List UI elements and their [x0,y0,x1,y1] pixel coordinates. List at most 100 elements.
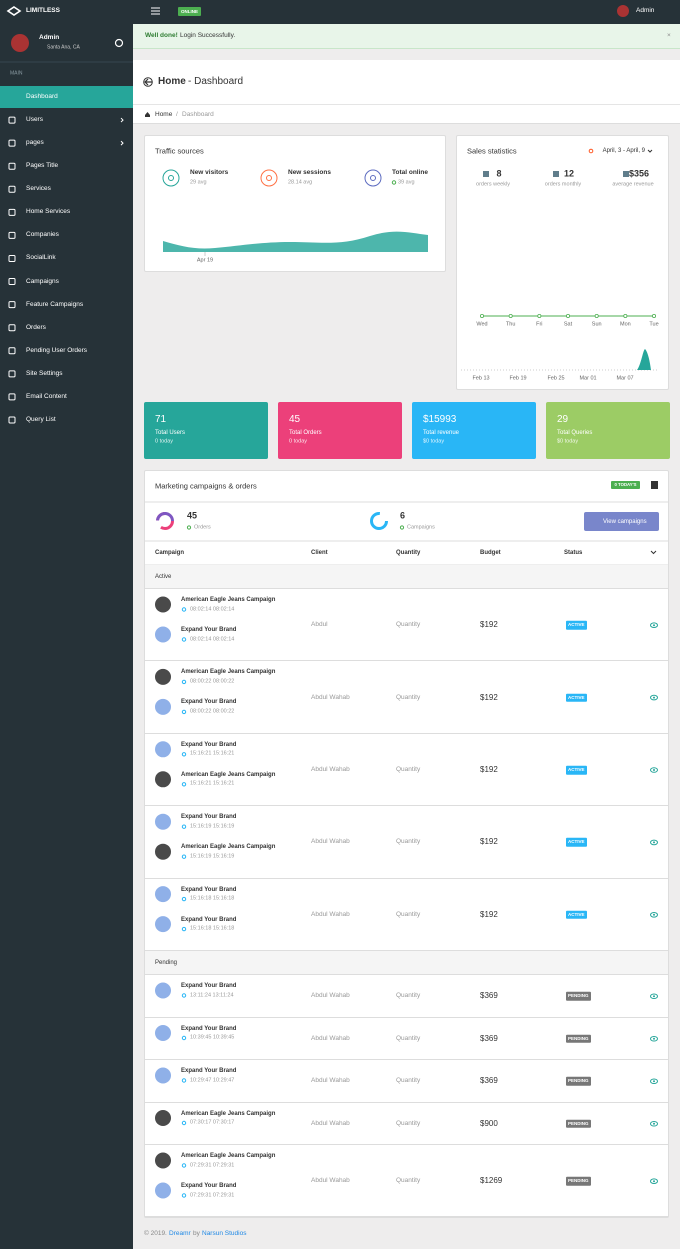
menu-icon [8,208,16,216]
view-icon[interactable] [650,622,658,629]
date-label: Mar 07 [616,375,634,382]
campaign-name: Expand Your Brand [181,916,237,923]
stat-icon [162,169,180,187]
status-badge [178,7,201,16]
menu-item[interactable]: Pages Title [26,161,59,169]
menu-icon [8,231,16,239]
menu-item[interactable]: Dashboard [26,92,58,100]
menu-item[interactable]: Services [26,185,51,193]
view-icon[interactable] [650,993,658,1000]
view-icon[interactable] [650,839,658,846]
tile-label: Total Queries [557,430,593,436]
day-label: Tue [649,321,659,328]
view-icon[interactable] [650,1035,658,1042]
view-icon[interactable] [650,1178,658,1184]
column-caret[interactable] [650,550,657,555]
button-label[interactable]: View campaigns [603,518,647,525]
campaign-avatar [155,843,171,860]
hamburger[interactable] [151,7,160,15]
view-icon-pupil [653,841,655,844]
footer-link[interactable]: Narsun Studios [202,1229,247,1237]
campaign-avatar [155,1152,171,1169]
budget: $192 [480,765,498,774]
menu-item[interactable]: pages [26,138,44,146]
quantity: Quantity [396,1119,421,1127]
campaign-time: 07:30:17 07:30:17 [190,1119,235,1126]
donut-campaigns [370,512,388,530]
campaign-time: 15:16:19 15:16:19 [190,852,235,859]
table-row [145,806,668,879]
view-icon-pupil [653,995,655,998]
campaign-avatar [155,1025,171,1041]
view-campaigns-button[interactable] [584,512,659,531]
alert-close[interactable]: × [667,31,671,39]
time-icon [181,709,187,715]
column-header: Quantity [396,550,421,556]
menu-icon [8,324,16,332]
status-badge: ACTIVE [566,620,587,630]
campaign-name: American Eagle Jeans Campaign [181,1110,276,1117]
menu-item[interactable]: Campaigns [26,277,59,285]
view-icon[interactable] [650,912,658,918]
stat-label: New sessions [288,168,331,176]
budget: $192 [480,620,498,630]
view-icon[interactable] [650,694,658,701]
settings-icon[interactable] [114,38,124,48]
menu-item[interactable]: Query List [26,415,56,423]
menu-icon [8,370,16,378]
submenu-arrow [120,117,124,123]
campaign-time: 08:02:14 08:02:14 [190,635,235,642]
stat-tile [546,402,670,459]
client: Abdul Wahab [311,838,350,846]
view-icon[interactable] [650,767,658,773]
menu-icon [8,162,16,170]
status-badge: ACTIVE [566,910,587,920]
sales-stat-value: 12 [563,168,575,179]
campaign-name: American Eagle Jeans Campaign [181,597,276,603]
menu-item[interactable]: Pending User Orders [26,346,88,354]
menu-item[interactable]: Feature Campaigns [26,300,84,308]
summary-label: Orders [194,523,211,530]
menu-item[interactable]: SocialLink [26,254,56,262]
view-icon[interactable] [650,1078,658,1085]
page-title: Home [158,76,186,87]
menu-item[interactable]: Email Content [26,392,67,400]
menu-item[interactable]: Site Settings [26,369,63,377]
menu-item[interactable]: Orders [26,323,46,331]
budget: $192 [480,909,498,919]
line-point [479,313,484,318]
alert-text: Login Successfully. [180,31,236,39]
campaign-name: Expand Your Brand [181,1025,237,1032]
tile-sub: 0 today [155,438,174,445]
page-subtitle: - Dashboard [188,76,244,87]
menu-item[interactable]: Home Services [26,208,71,216]
view-icon-pupil [653,769,655,771]
stat-tile [144,402,268,459]
section-label: MAIN [10,70,23,77]
nav-user[interactable]: Admin [636,6,655,14]
menu-item[interactable]: Users [26,115,43,123]
breadcrumb-separator: / [176,110,178,118]
menu-icon [8,254,16,262]
card-title: Marketing campaigns & orders [155,480,257,490]
campaign-time: 15:16:18 15:16:18 [190,925,235,932]
status-badge: PENDING [566,1077,591,1086]
donut-orders-b [156,512,174,530]
date-range[interactable]: April, 3 - April, 9 [602,148,645,154]
quantity: Quantity [396,765,421,773]
campaign-name: American Eagle Jeans Campaign [181,1153,276,1159]
menu-item[interactable]: Companies [26,231,59,239]
back-arrow[interactable] [144,78,152,86]
campaign-name: Expand Your Brand [181,1183,237,1189]
breadcrumb-item[interactable]: Home [155,110,173,118]
client: Abdul [311,620,328,628]
range-caret [647,149,653,153]
status-badge: PENDING [566,1176,591,1186]
status-badge: ACTIVE [566,693,587,702]
view-icon[interactable] [650,1120,658,1127]
time-icon [181,752,187,757]
menu-icon [8,139,16,147]
stat-value: 28.14 avg [288,178,313,185]
footer-link[interactable]: Dreamr [169,1229,191,1237]
